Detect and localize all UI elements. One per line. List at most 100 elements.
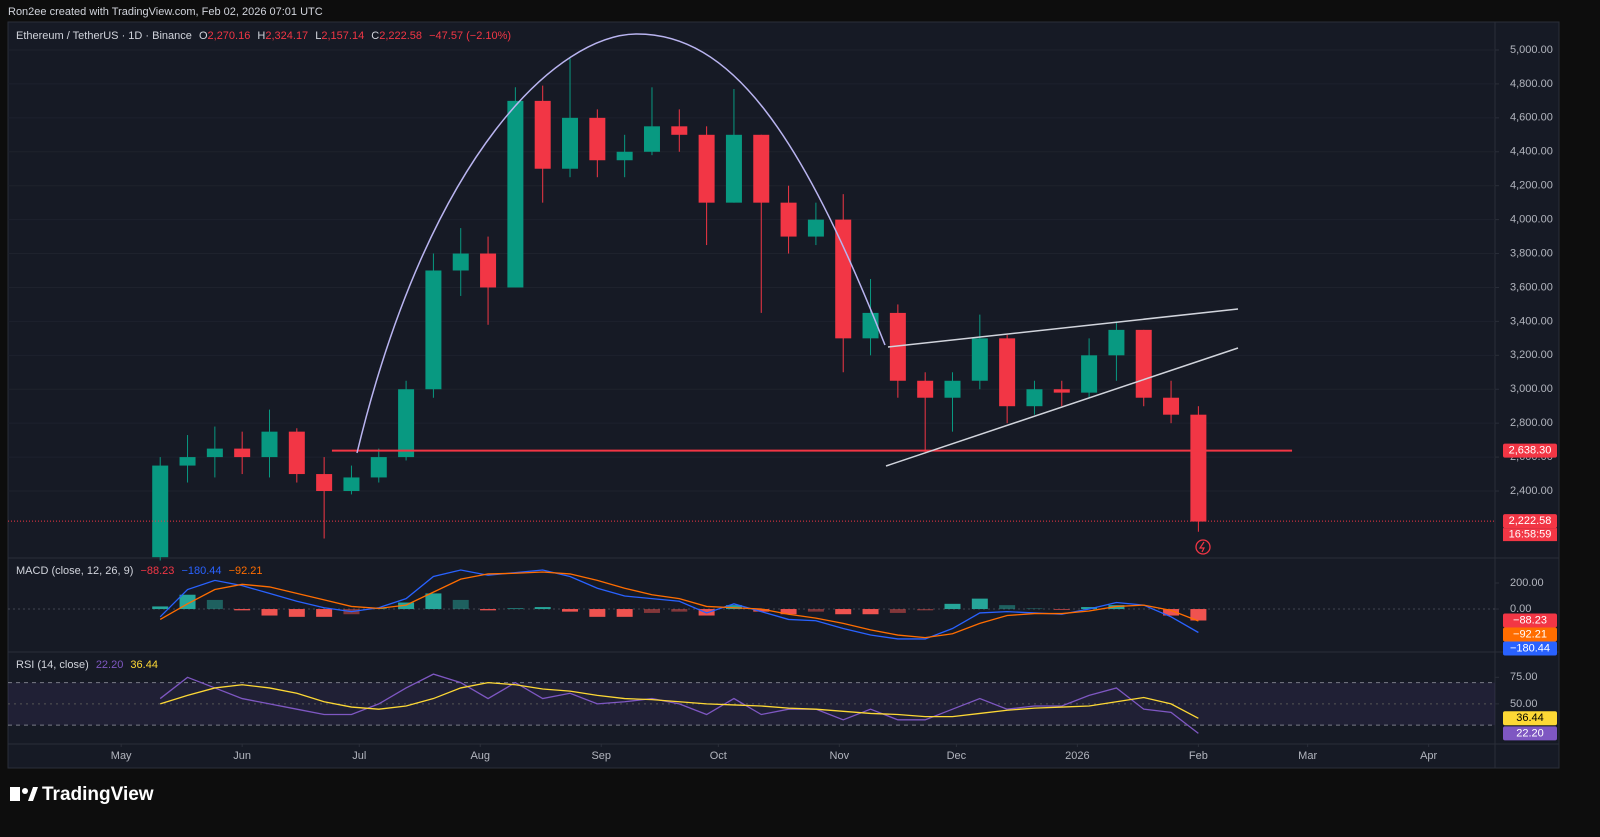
candle-body (206, 448, 223, 458)
macd-histogram-bar (671, 609, 688, 612)
ohlc-key: H (257, 30, 265, 42)
candle-body (589, 117, 606, 161)
x-tick-label: Aug (470, 750, 490, 762)
y-tick-label: 3,800.00 (1510, 247, 1553, 259)
macd-legend-value: −88.23 (140, 565, 174, 577)
candle-body (671, 126, 688, 135)
y-tick-label: 200.00 (1510, 577, 1544, 589)
price-label: −88.23 (1513, 614, 1547, 626)
candle-body (234, 448, 251, 458)
candle-body (261, 431, 278, 458)
macd-histogram-bar (971, 598, 988, 610)
candle-body (1081, 355, 1098, 393)
candle-body (288, 431, 305, 475)
candle-body (725, 134, 742, 203)
candle-body (999, 338, 1016, 407)
macd-histogram-bar (589, 609, 606, 617)
candle-body (1053, 389, 1070, 393)
brand-logo (10, 787, 20, 801)
macd-histogram-bar (425, 593, 442, 610)
price-label-box (1503, 613, 1557, 628)
brand-logo (28, 787, 38, 801)
y-tick-label: 3,600.00 (1510, 281, 1553, 293)
macd-histogram-bar (807, 609, 824, 612)
price-label: 2,638.30 (1509, 444, 1552, 456)
y-tick-label: 75.00 (1510, 671, 1538, 683)
symbol-legend: Ethereum / TetherUS · 1D · Binance O2,27… (16, 30, 511, 42)
symbol: Ethereum / TetherUS · 1D · Binance (16, 30, 192, 42)
y-tick-label: 4,600.00 (1510, 112, 1553, 124)
x-tick-label: Jul (352, 750, 366, 762)
macd-histogram-bar (780, 609, 797, 615)
alert-icon[interactable] (1195, 539, 1211, 555)
rsi-line (159, 673, 1199, 734)
candle-body (452, 253, 469, 271)
macd-histogram-bar (261, 609, 278, 616)
y-tick-label: 3,200.00 (1510, 349, 1553, 361)
candle-body (889, 312, 906, 381)
macd-histogram-bar (1163, 609, 1180, 616)
macd-histogram-bar (288, 609, 305, 617)
y-tick-label: 2,800.00 (1510, 417, 1553, 429)
macd-histogram-bar (534, 607, 551, 610)
price-label-box (1503, 711, 1557, 726)
candle-body (398, 389, 415, 458)
y-tick-label: 3,400.00 (1510, 315, 1553, 327)
macd-line (159, 569, 1199, 640)
macd-histogram-bar (643, 609, 660, 613)
countdown-box (1503, 528, 1557, 542)
y-tick-label: 2,400.00 (1510, 485, 1553, 497)
candle-body (534, 100, 551, 169)
countdown: 16:58:59 (1509, 529, 1552, 541)
macd-histogram-bar (234, 609, 251, 611)
y-tick-label: 4,200.00 (1510, 180, 1553, 192)
macd-histogram-bar (480, 609, 497, 611)
x-tick-label: Sep (591, 750, 611, 762)
ohlc-key: L (315, 30, 321, 42)
rsi-ma-line (160, 681, 1199, 719)
y-tick-label: 4,400.00 (1510, 146, 1553, 158)
ohlc-value: 2,324.17 (265, 30, 308, 42)
ohlc-key: O (199, 30, 208, 42)
candle-body (780, 202, 797, 237)
alert-icon-bolt (1198, 541, 1205, 553)
candle-body (425, 270, 442, 390)
macd-histogram-bar (999, 605, 1016, 610)
price-label: −92.21 (1513, 628, 1547, 640)
candle-body (507, 100, 524, 288)
macd-histogram-bar (753, 609, 770, 612)
x-tick-label: Feb (1189, 750, 1208, 762)
macd-histogram-bar (917, 609, 934, 611)
macd-histogram-bar (1190, 609, 1207, 621)
candle-body (1190, 414, 1207, 522)
axes-layer: 2,400.002,600.002,800.003,000.003,200.00… (111, 44, 1557, 762)
x-tick-label: May (111, 750, 132, 762)
macd-legend: MACD (close, 12, 26, 9) −88.23 −180.44 −… (16, 565, 263, 577)
brand[interactable]: TradingView (42, 784, 154, 805)
macd-histogram-bar (316, 609, 333, 617)
macd-histogram-bar (944, 603, 961, 610)
candle-body (643, 126, 660, 152)
wedge-upper-line (887, 308, 1239, 348)
price-label-box (1503, 726, 1557, 741)
rounded-top-drawing (356, 33, 886, 454)
candle-body (1163, 397, 1180, 415)
x-tick-label: Apr (1420, 750, 1437, 762)
rsi-legend: RSI (14, close) 22.20 36.44 (16, 659, 158, 671)
wedge-lower-line (885, 347, 1239, 467)
candle-body (971, 338, 988, 381)
y-tick-label: 3,000.00 (1510, 383, 1553, 395)
brand-logo (22, 788, 28, 794)
signal-line (159, 571, 1199, 639)
candle-body (1108, 329, 1125, 356)
ohlc-key: C (371, 30, 379, 42)
macd-histogram-bar (1081, 607, 1098, 610)
rsi-legend-value: 36.44 (130, 659, 158, 671)
ohlc-value: 2,157.14 (321, 30, 364, 42)
x-tick-label: Nov (830, 750, 850, 762)
macd-histogram-bar (206, 599, 223, 610)
price-label: 22.20 (1516, 727, 1544, 739)
macd-histogram-bar (562, 609, 579, 612)
macd-histogram-bar (889, 609, 906, 613)
